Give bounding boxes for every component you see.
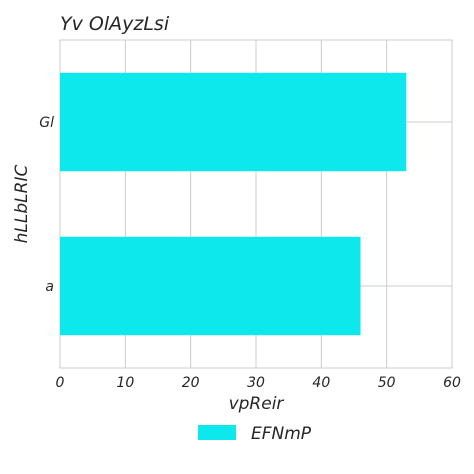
legend-label: EFNmP [251,424,312,444]
x-tick-label: 10 [116,375,134,391]
y-tick-label: a [45,279,54,295]
x-tick-label: 0 [56,375,65,391]
y-tick-layer: Gl a [39,115,54,295]
x-tick-label: 30 [247,375,265,391]
y-tick-label: Gl [39,115,54,131]
x-axis-label: vpReir [229,394,285,414]
x-tick-label: 60 [443,375,461,391]
chart-title: Yv OlAyzLsi [60,13,170,35]
x-tick-layer: 0 10 20 30 40 50 60 [56,375,461,391]
x-tick-label: 40 [312,375,330,391]
bar [60,236,361,336]
legend-swatch [198,425,236,440]
legend: EFNmP [198,424,312,444]
x-tick-label: 50 [378,375,396,391]
x-tick-label: 20 [182,375,200,391]
y-axis-label: hLLbLRIC [12,165,32,244]
bar [60,72,407,172]
bar-layer [60,72,407,336]
